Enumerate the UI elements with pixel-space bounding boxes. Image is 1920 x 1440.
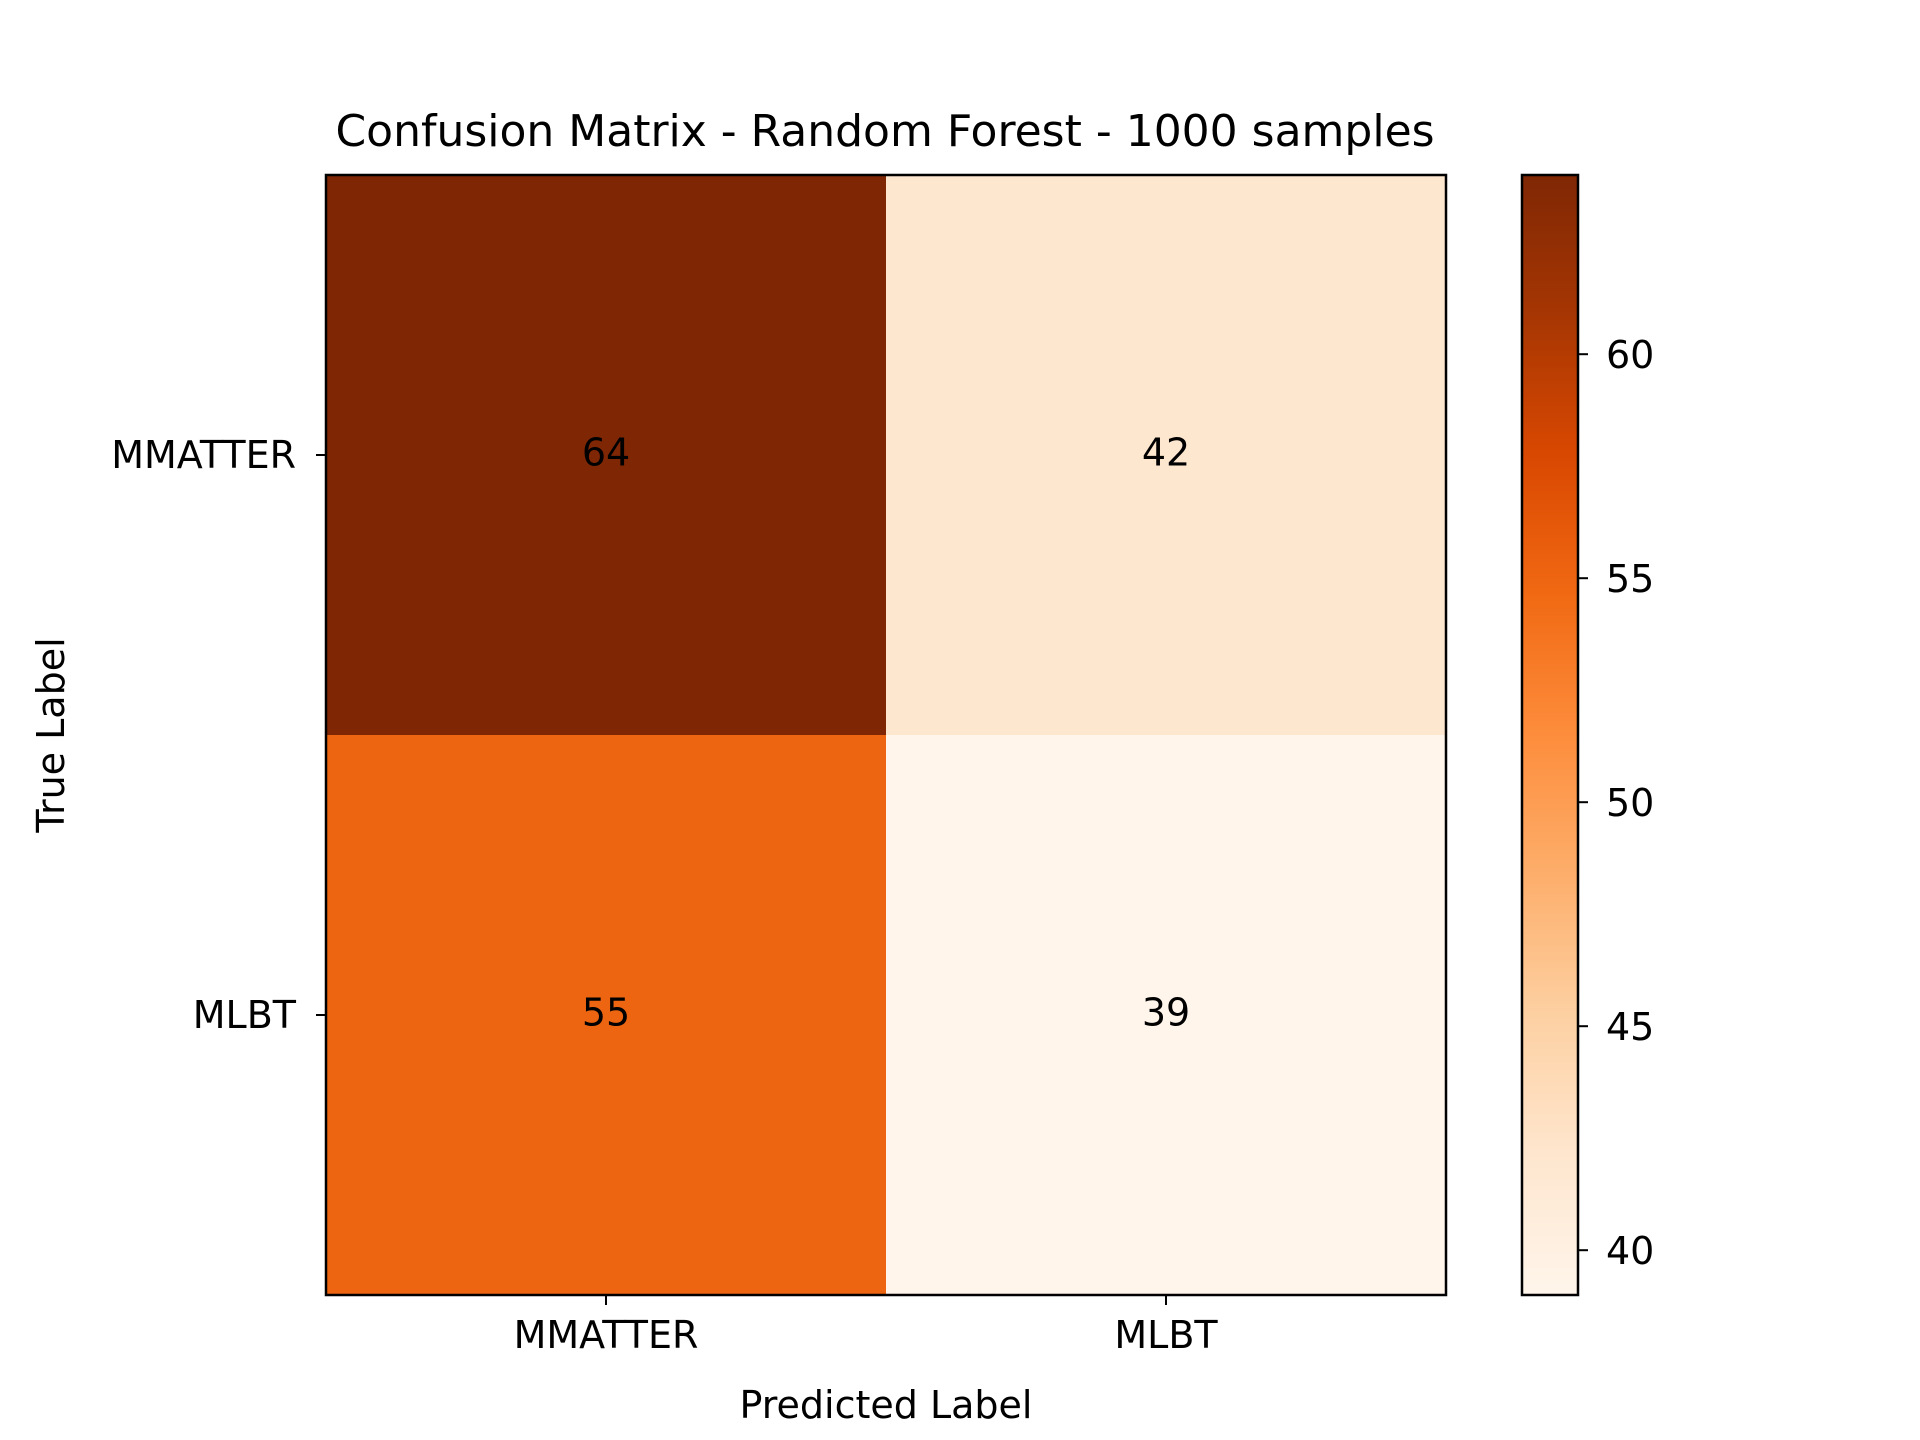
heatmap-cells bbox=[326, 175, 1446, 1295]
heatmap-cell bbox=[886, 735, 1446, 1295]
colorbar-tick-label: 50 bbox=[1606, 781, 1654, 825]
colorbar-tick-label: 40 bbox=[1606, 1229, 1654, 1273]
cell-value-label: 55 bbox=[582, 991, 630, 1035]
heatmap-cell bbox=[886, 175, 1446, 735]
plot-frame bbox=[324, 173, 1448, 1297]
cell-value-label: 42 bbox=[1142, 431, 1190, 475]
colorbar bbox=[1520, 173, 1580, 1297]
x-tick-label: MLBT bbox=[1114, 1313, 1218, 1357]
y-tick-label: MLBT bbox=[193, 993, 297, 1037]
y-axis-ticks: MMATTER MLBT bbox=[111, 433, 326, 1037]
chart-title: Confusion Matrix - Random Forest - 1000 … bbox=[335, 106, 1434, 157]
x-axis-label: Predicted Label bbox=[740, 1383, 1033, 1427]
colorbar-tick-label: 45 bbox=[1606, 1005, 1654, 1049]
heatmap-cell-labels: 64 42 55 39 bbox=[582, 431, 1190, 1035]
heatmap-cell bbox=[326, 735, 886, 1295]
colorbar-tick-label: 60 bbox=[1606, 333, 1654, 377]
x-axis-ticks: MMATTER MLBT bbox=[514, 1295, 1218, 1357]
cell-value-label: 64 bbox=[582, 431, 630, 475]
colorbar-tick-label: 55 bbox=[1606, 557, 1654, 601]
x-tick-label: MMATTER bbox=[514, 1313, 699, 1357]
colorbar-ticks: 40 45 50 55 60 bbox=[1578, 333, 1654, 1273]
cell-value-label: 39 bbox=[1142, 991, 1190, 1035]
y-tick-label: MMATTER bbox=[111, 433, 296, 477]
heatmap-cell bbox=[326, 175, 886, 735]
y-axis-label: True Label bbox=[29, 637, 73, 833]
